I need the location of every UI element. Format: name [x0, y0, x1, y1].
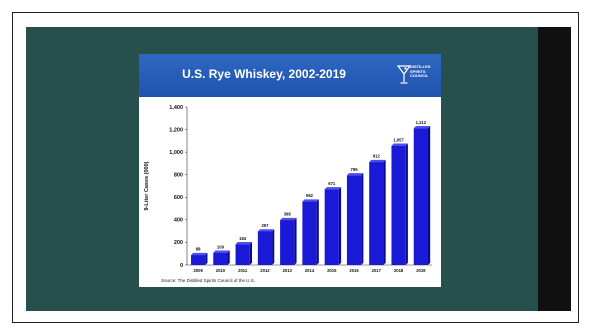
data-label-2016: 795	[351, 167, 359, 172]
x-tick-label-2011: 2011	[238, 268, 248, 273]
chart-title: U.S. Rye Whiskey, 2002-2019	[182, 67, 346, 81]
data-labels: 88 109 184 297 398 562 671 795 912 1,057 1,212	[196, 120, 427, 252]
data-label-2013: 398	[284, 212, 292, 217]
bar-2009	[191, 255, 206, 265]
bar-chart: 0 200 400 600 800 1,000 1,200 1,400 2009 2010 201…	[144, 105, 432, 273]
x-tick-label-2015: 2015	[327, 268, 337, 273]
bar-side-2015	[338, 187, 342, 265]
bar-top-2012	[257, 229, 275, 232]
data-label-2019: 1,212	[416, 120, 427, 125]
y-tick-label: 1,400	[169, 105, 183, 111]
x-tick-label-2016: 2016	[349, 268, 359, 273]
bar-side-2019	[427, 126, 431, 265]
data-label-2014: 562	[306, 193, 314, 198]
y-tick-label: 600	[174, 195, 183, 201]
chart-slide: U.S. Rye Whiskey, 2002-2019 DISTILLED SP…	[139, 54, 441, 287]
y-tick-label: 800	[174, 173, 183, 179]
bar-side-2017	[383, 159, 386, 265]
data-label-2009: 88	[196, 247, 201, 252]
data-label-2015: 671	[328, 181, 336, 186]
bar-side-2018	[405, 143, 408, 265]
bar-side-2016	[361, 173, 364, 265]
y-tick-label: 200	[174, 240, 183, 246]
bar-2015	[324, 189, 339, 265]
martini-glass-icon	[397, 65, 411, 84]
bars	[191, 126, 431, 265]
distilled-spirits-council-logo: DISTILLED SPIRITS COUNCIL	[395, 59, 439, 93]
bar-top-2010	[213, 250, 230, 253]
bar-side-2012	[272, 229, 275, 265]
logo-text: DISTILLED SPIRITS COUNCIL	[410, 64, 431, 79]
x-tick-label-2012: 2012	[260, 268, 270, 273]
logo-line-3: COUNCIL	[410, 73, 429, 79]
data-label-2010: 109	[217, 244, 225, 249]
logo-line-2: SPIRITS	[410, 68, 426, 74]
y-tick-label: 1,200	[169, 127, 183, 133]
x-tick-label-2019: 2019	[416, 268, 426, 273]
x-tick-label-2018: 2018	[394, 268, 404, 273]
bar-top-2014	[302, 199, 319, 202]
bar-2016	[346, 175, 362, 265]
bar-top-2013	[280, 217, 297, 221]
x-tick-label-2010: 2010	[216, 268, 226, 273]
bar-2013	[280, 220, 295, 265]
x-tick-label-2014: 2014	[305, 268, 315, 273]
source-note: Source: The Distilled Spirits Council of…	[161, 278, 255, 283]
bar-2011	[235, 244, 250, 265]
bar-top-2016	[346, 173, 364, 176]
bar-top-2011	[235, 242, 253, 245]
y-axis-label: 9-Liter Cases (000)	[144, 161, 150, 210]
bar-top-2017	[369, 159, 386, 163]
bar-2010	[213, 252, 228, 265]
bar-top-2018	[391, 143, 408, 146]
x-axis: 2009 2010 2011 2012 2013 2014 2015 2016 2017 2018…	[187, 264, 432, 273]
bar-side-2009	[205, 252, 208, 265]
bar-2018	[391, 145, 406, 265]
x-tick-label-2017: 2017	[372, 268, 382, 273]
bar-top-2019	[413, 126, 431, 129]
slide-header: U.S. Rye Whiskey, 2002-2019 DISTILLED SP…	[139, 54, 441, 97]
logo-line-1: DISTILLED	[410, 64, 431, 69]
y-tick-label: 0	[180, 263, 183, 269]
bar-2017	[369, 162, 384, 265]
y-axis: 0 200 400 600 800 1,000 1,200 1,400	[169, 105, 188, 269]
y-tick-label: 1,000	[169, 150, 183, 156]
data-label-2012: 297	[261, 223, 269, 228]
x-tick-label-2009: 2009	[193, 268, 203, 273]
bar-side-2013	[294, 217, 297, 265]
bar-2014	[302, 201, 317, 265]
bar-2012	[257, 231, 273, 265]
bar-2019	[413, 128, 428, 265]
x-tick-label-2013: 2013	[283, 268, 293, 273]
y-tick-label: 400	[174, 218, 183, 224]
data-label-2011: 184	[239, 236, 247, 241]
dark-side-panel	[538, 27, 571, 311]
bar-side-2011	[249, 242, 253, 265]
bar-top-2015	[324, 187, 342, 190]
data-label-2017: 912	[373, 154, 381, 159]
bar-top-2009	[191, 252, 208, 256]
bar-side-2010	[227, 250, 230, 265]
bar-side-2014	[316, 199, 319, 265]
data-label-2018: 1,057	[393, 137, 404, 142]
